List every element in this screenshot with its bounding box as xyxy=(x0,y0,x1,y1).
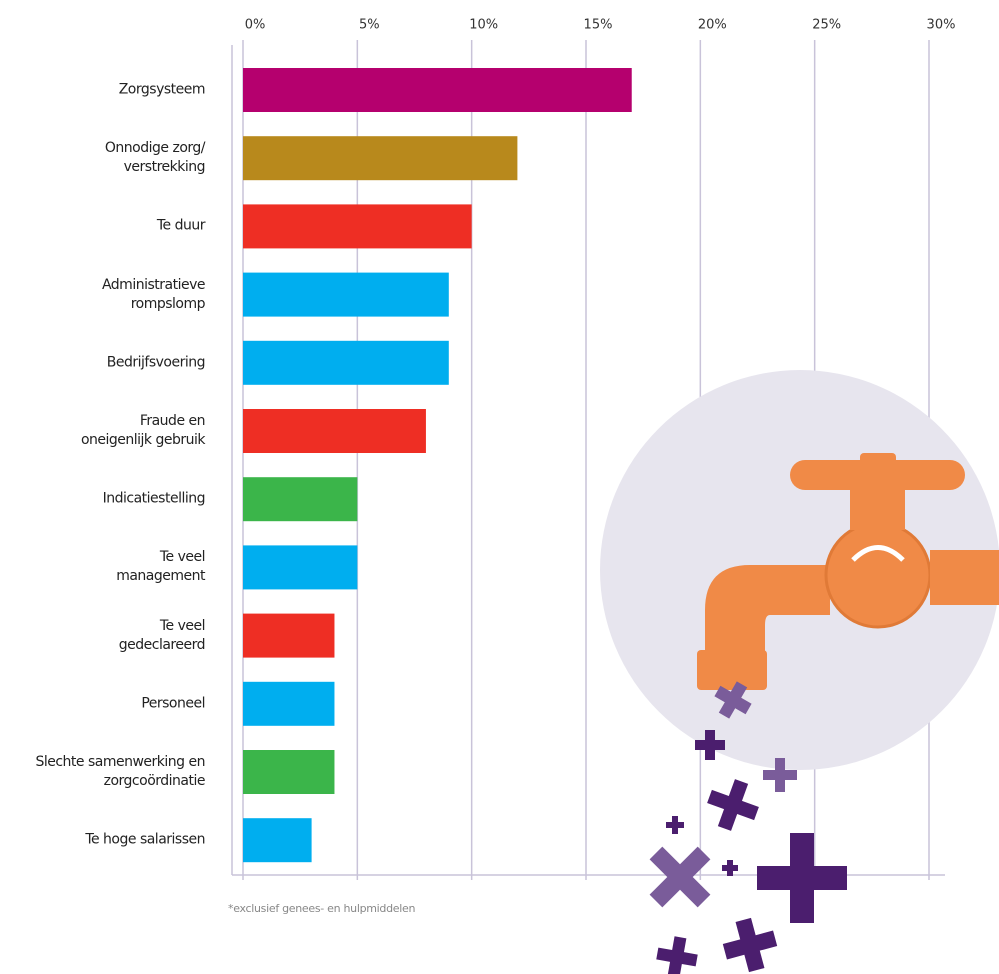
bar xyxy=(243,545,357,589)
bar xyxy=(243,68,632,112)
x-tick-label: 20% xyxy=(698,18,727,33)
category-label: Te veel gedeclareerd xyxy=(0,617,205,655)
bar xyxy=(243,204,472,248)
x-tick-label: 25% xyxy=(812,18,841,33)
bar xyxy=(243,136,517,180)
bar xyxy=(243,750,334,794)
bar-layer xyxy=(243,68,632,862)
x-tick-label: 0% xyxy=(245,18,266,33)
category-label: Personeel xyxy=(0,694,205,713)
page: 0% 5% 10% 15% 20% 25% 30% *exclusief genees- e… xyxy=(0,0,999,974)
category-label: Fraude en oneigenlijk gebruik xyxy=(0,412,205,450)
tap-pipe xyxy=(930,550,999,605)
category-label: Te duur xyxy=(0,217,205,236)
illustration xyxy=(600,370,999,974)
category-label: Te hoge salarissen xyxy=(0,831,205,850)
x-tick-label: 10% xyxy=(469,18,498,33)
bar xyxy=(243,273,449,317)
tap-nozzle xyxy=(697,650,767,690)
category-label: Administratieve rompslomp xyxy=(0,276,205,314)
bar xyxy=(243,477,357,521)
category-label: Te veel management xyxy=(0,548,205,586)
category-label: Indicatiestelling xyxy=(0,490,205,509)
x-tick-label: 30% xyxy=(927,18,956,33)
tap-body xyxy=(826,523,930,627)
bar xyxy=(243,818,312,862)
x-tick-label: 5% xyxy=(359,18,380,33)
bar xyxy=(243,341,449,385)
category-label: Bedrijfsvoering xyxy=(0,353,205,372)
tap-cap xyxy=(860,453,896,473)
bar xyxy=(243,614,334,658)
bar xyxy=(243,409,426,453)
category-label: Onnodige zorg/ verstrekking xyxy=(0,139,205,177)
category-label: Zorgsysteem xyxy=(0,81,205,100)
x-tick-label: 15% xyxy=(584,18,613,33)
category-label: Slechte samenwerking en zorgcoördinatie xyxy=(0,753,205,791)
bar xyxy=(243,682,334,726)
footnote: *exclusief genees- en hulpmiddelen xyxy=(228,902,415,915)
